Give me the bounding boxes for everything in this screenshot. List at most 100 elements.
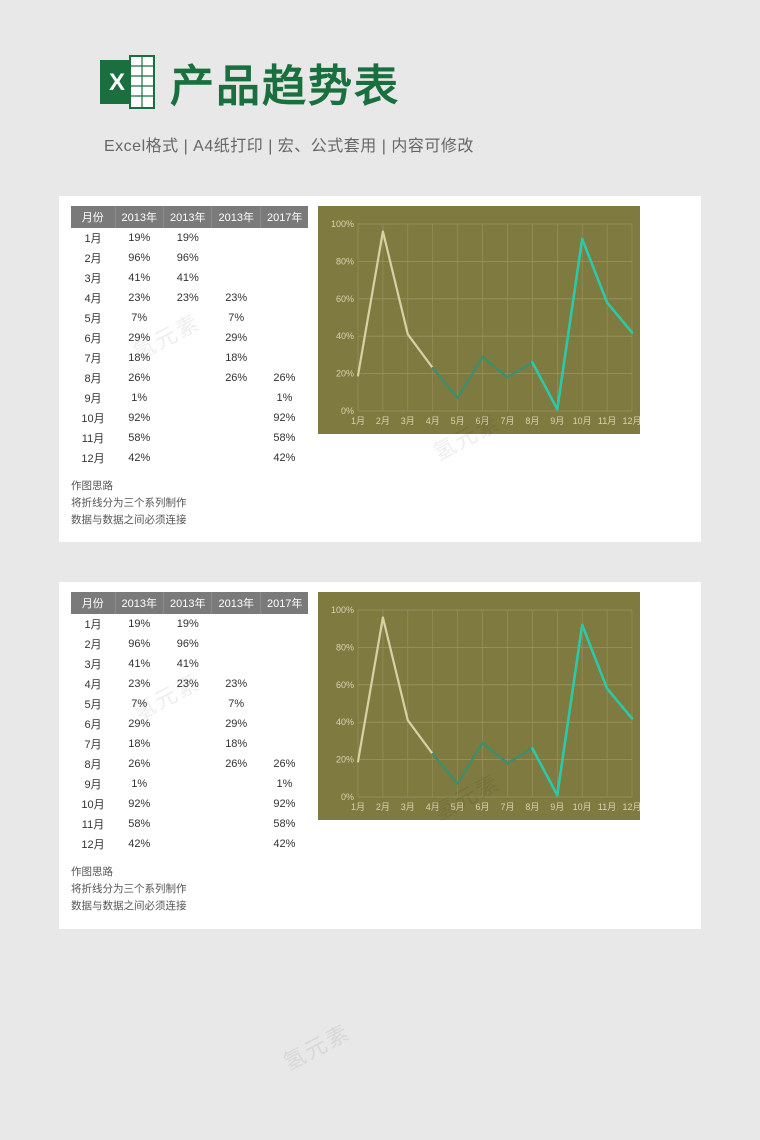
note-line: 数据与数据之间必须连接 [71, 512, 689, 529]
table-cell: 23% [163, 674, 211, 694]
table-cell [163, 814, 211, 834]
line-chart: 0%20%40%60%80%100%1月2月3月4月5月6月7月8月9月10月1… [318, 206, 689, 468]
svg-text:7月: 7月 [501, 416, 515, 426]
svg-text:11月: 11月 [598, 416, 616, 426]
table-cell: 23% [163, 288, 211, 308]
svg-text:60%: 60% [336, 294, 354, 304]
line-chart: 0%20%40%60%80%100%1月2月3月4月5月6月7月8月9月10月1… [318, 592, 689, 854]
table-cell: 9月 [71, 774, 115, 794]
table-cell: 58% [115, 428, 163, 448]
table-cell [163, 328, 211, 348]
table-cell: 41% [163, 268, 211, 288]
table-cell: 96% [115, 248, 163, 268]
data-table: 月份2013年2013年2013年2017年1月19%19%2月96%96%3月… [71, 592, 308, 854]
note-line: 将折线分为三个系列制作 [71, 881, 689, 898]
table-cell [260, 614, 308, 634]
table-row: 1月19%19% [71, 614, 308, 634]
table-cell [212, 654, 260, 674]
table-cell [212, 834, 260, 854]
table-row: 2月96%96% [71, 634, 308, 654]
panel-1: 月份2013年2013年2013年2017年1月19%19%2月96%96%3月… [59, 196, 701, 542]
table-cell [212, 794, 260, 814]
svg-text:1月: 1月 [351, 416, 365, 426]
svg-text:10月: 10月 [573, 416, 592, 426]
table-row: 12月42%42% [71, 448, 308, 468]
table-cell: 12月 [71, 448, 115, 468]
table-cell [163, 388, 211, 408]
table-cell: 7% [115, 308, 163, 328]
table-cell: 5月 [71, 694, 115, 714]
table-cell: 42% [260, 834, 308, 854]
table-cell: 29% [115, 714, 163, 734]
svg-text:6月: 6月 [476, 416, 490, 426]
panel-2: 月份2013年2013年2013年2017年1月19%19%2月96%96%3月… [59, 582, 701, 928]
table-cell: 92% [115, 408, 163, 428]
table-cell: 42% [115, 448, 163, 468]
svg-text:7月: 7月 [501, 802, 515, 812]
svg-text:4月: 4月 [426, 416, 440, 426]
table-cell: 18% [115, 348, 163, 368]
table-cell [260, 634, 308, 654]
table-cell [212, 448, 260, 468]
table-cell: 8月 [71, 368, 115, 388]
table-cell: 26% [260, 754, 308, 774]
table-cell: 10月 [71, 408, 115, 428]
table-cell: 26% [115, 754, 163, 774]
table-cell: 12月 [71, 834, 115, 854]
table-cell [212, 248, 260, 268]
data-table: 月份2013年2013年2013年2017年1月19%19%2月96%96%3月… [71, 206, 308, 468]
svg-text:12月: 12月 [623, 416, 641, 426]
table-header-cell: 月份 [71, 206, 115, 228]
note-line: 作图思路 [71, 864, 689, 881]
table-cell: 4月 [71, 288, 115, 308]
excel-icon: X [100, 54, 156, 110]
table-cell [163, 754, 211, 774]
table-cell: 4月 [71, 674, 115, 694]
table-cell [212, 408, 260, 428]
table-cell: 1% [260, 388, 308, 408]
table-cell [260, 308, 308, 328]
table-cell: 29% [212, 714, 260, 734]
page-title: 产品趋势表 [170, 50, 400, 114]
svg-text:6月: 6月 [476, 802, 490, 812]
table-cell [163, 368, 211, 388]
table-cell: 7月 [71, 734, 115, 754]
table-cell [260, 288, 308, 308]
svg-text:5月: 5月 [451, 802, 465, 812]
table-cell [260, 228, 308, 248]
table-cell: 26% [260, 368, 308, 388]
table-row: 7月18%18% [71, 348, 308, 368]
table-cell [260, 674, 308, 694]
table-cell [212, 228, 260, 248]
table-header-cell: 2013年 [115, 206, 163, 228]
table-cell [260, 714, 308, 734]
table-header-cell: 2013年 [115, 592, 163, 614]
table-row: 2月96%96% [71, 248, 308, 268]
svg-text:2月: 2月 [376, 802, 390, 812]
table-row: 3月41%41% [71, 268, 308, 288]
svg-text:10月: 10月 [573, 802, 592, 812]
svg-text:100%: 100% [331, 219, 354, 229]
note-line: 将折线分为三个系列制作 [71, 495, 689, 512]
table-cell: 23% [115, 288, 163, 308]
table-row: 11月58%58% [71, 428, 308, 448]
notes: 作图思路将折线分为三个系列制作数据与数据之间必须连接 [71, 864, 689, 914]
table-cell [163, 774, 211, 794]
table-cell [212, 614, 260, 634]
table-row: 8月26%26%26% [71, 368, 308, 388]
table-cell: 18% [115, 734, 163, 754]
svg-text:100%: 100% [331, 605, 354, 615]
svg-text:8月: 8月 [526, 416, 540, 426]
notes: 作图思路将折线分为三个系列制作数据与数据之间必须连接 [71, 478, 689, 528]
table-cell: 1% [260, 774, 308, 794]
svg-text:40%: 40% [336, 331, 354, 341]
table-cell: 11月 [71, 428, 115, 448]
svg-text:8月: 8月 [526, 802, 540, 812]
table-cell [212, 634, 260, 654]
table-cell: 11月 [71, 814, 115, 834]
table-cell [260, 734, 308, 754]
table-cell: 58% [260, 814, 308, 834]
table-header-cell: 2013年 [163, 206, 211, 228]
table-cell [163, 348, 211, 368]
table-cell: 7% [212, 308, 260, 328]
